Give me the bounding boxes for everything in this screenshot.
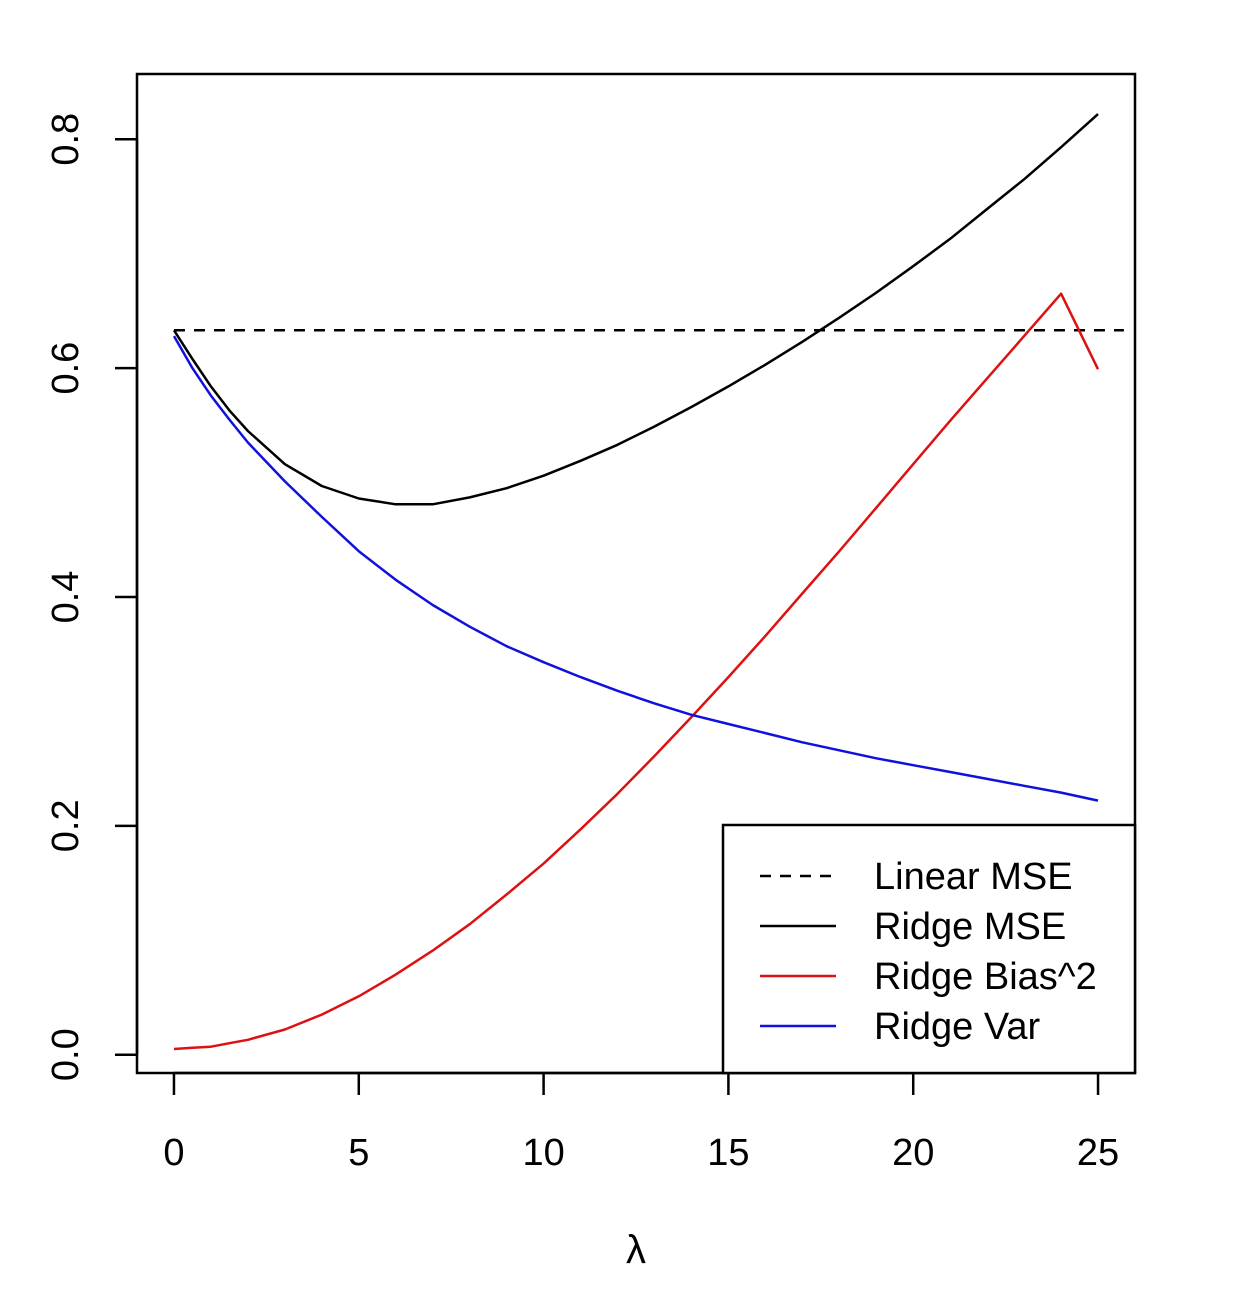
series-line-1 bbox=[172, 113, 1099, 506]
legend-label-2: Ridge Bias^2 bbox=[874, 956, 1097, 998]
y-tick-label: 0.8 bbox=[45, 113, 87, 166]
y-tick-label: 0.6 bbox=[45, 342, 87, 395]
x-axis: 0 5 10 15 20 25 bbox=[163, 1071, 1119, 1174]
x-tick-label: 5 bbox=[348, 1132, 369, 1174]
y-axis: 0.0 0.2 0.4 0.6 0.8 bbox=[45, 113, 139, 1081]
legend: Linear MSE Ridge MSE Ridge Bias^2 Ridge Var bbox=[721, 823, 1137, 1075]
legend-box bbox=[721, 823, 1137, 1075]
y-tick-label: 0.4 bbox=[45, 571, 87, 624]
x-tick-label: 25 bbox=[1077, 1132, 1119, 1174]
x-tick-label: 15 bbox=[707, 1132, 749, 1174]
series-line-3 bbox=[172, 335, 1099, 802]
legend-label-1: Ridge MSE bbox=[874, 906, 1066, 948]
x-tick-label: 0 bbox=[163, 1132, 184, 1174]
y-tick-label: 0.0 bbox=[45, 1028, 87, 1081]
legend-label-0: Linear MSE bbox=[874, 856, 1073, 898]
legend-label-3: Ridge Var bbox=[874, 1006, 1041, 1048]
series-line-2 bbox=[173, 292, 1100, 1051]
x-axis-label: λ bbox=[626, 1228, 646, 1272]
x-tick-label: 10 bbox=[522, 1132, 564, 1174]
x-tick-label: 20 bbox=[892, 1132, 934, 1174]
y-tick-label: 0.2 bbox=[45, 799, 87, 852]
series-layer bbox=[172, 113, 1124, 1051]
